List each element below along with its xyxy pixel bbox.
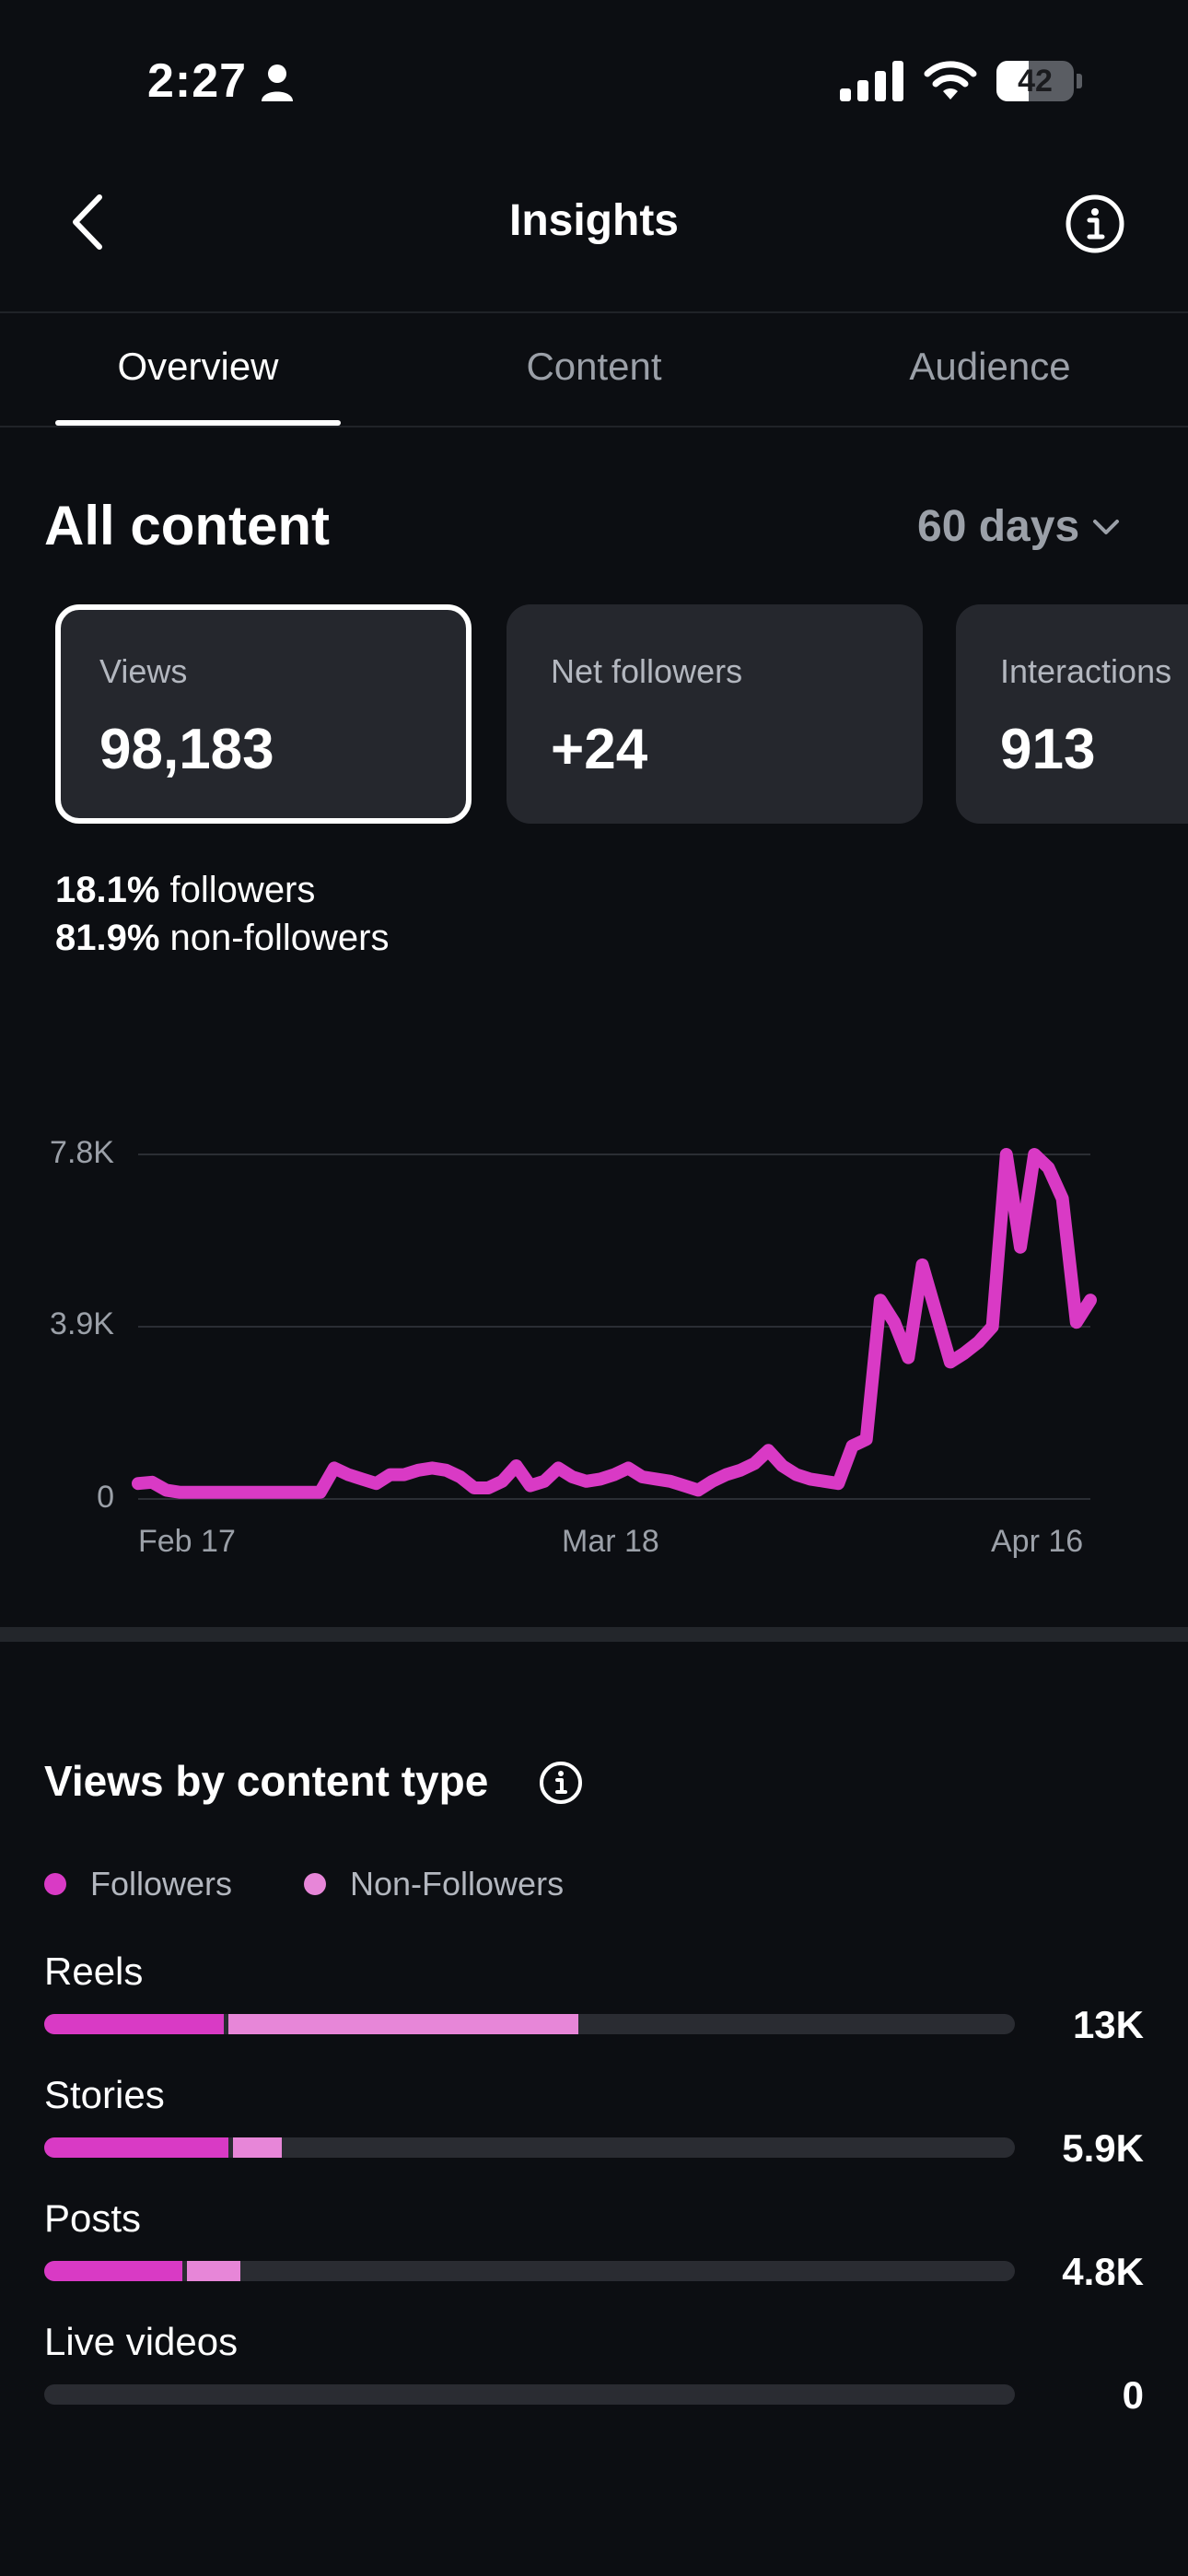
wifi-icon	[924, 61, 977, 100]
y-tick-label: 0	[97, 1480, 114, 1515]
metric-label: Net followers	[551, 652, 743, 690]
info-icon[interactable]	[538, 1760, 584, 1806]
metric-value: +24	[551, 718, 648, 781]
metric-label: Views	[99, 652, 188, 690]
content-type-label: Stories	[44, 2073, 165, 2116]
content-type-value: 13K	[1072, 2003, 1144, 2046]
non-followers-share: 81.9% non-followers	[55, 918, 389, 959]
section-divider	[0, 1627, 1188, 1642]
content-type-value: 4.8K	[1062, 2250, 1144, 2293]
signal-icon	[840, 61, 903, 101]
legend-label: Followers	[90, 1865, 233, 1903]
y-tick-label: 3.9K	[50, 1306, 114, 1341]
person-icon	[262, 64, 293, 101]
x-tick-label: Apr 16	[991, 1524, 1084, 1559]
followers-percent: 18.1%	[55, 870, 160, 910]
content-type-label: Reels	[44, 1950, 144, 1993]
x-tick-label: Mar 18	[562, 1524, 659, 1559]
header-divider	[0, 311, 1188, 313]
followers-segment	[44, 2261, 182, 2281]
metric-label: Interactions	[1000, 652, 1172, 690]
chevron-down-icon	[1093, 519, 1120, 534]
tab-active-indicator	[55, 420, 341, 426]
tab-audience[interactable]: Audience	[909, 345, 1071, 388]
non-followers-segment	[227, 2014, 578, 2034]
battery-fill	[996, 61, 1030, 101]
y-tick-label: 7.8K	[50, 1135, 114, 1170]
non-followers-segment	[186, 2261, 240, 2281]
legend-label: Non-Followers	[350, 1865, 565, 1903]
content-type-value: 5.9K	[1062, 2126, 1144, 2170]
back-icon[interactable]	[66, 192, 111, 252]
content-type-title: Views by content type	[44, 1757, 489, 1805]
non-followers-label: non-followers	[169, 918, 390, 958]
metric-card-interactions[interactable]: Interactions 913	[956, 604, 1188, 824]
content-type-bar	[44, 2014, 1015, 2034]
battery-indicator: 42	[996, 61, 1083, 101]
date-range-dropdown[interactable]: 60 days	[917, 501, 1120, 552]
followers-share: 18.1% followers	[55, 870, 315, 911]
views-line-chart	[132, 1148, 1097, 1500]
legend-non-followers: Non-Followers	[304, 1865, 564, 1903]
section-title: All content	[44, 495, 330, 556]
tab-overview[interactable]: Overview	[117, 345, 279, 388]
date-range-label: 60 days	[917, 502, 1080, 551]
battery-level: 42	[1018, 64, 1053, 99]
followers-segment	[44, 2137, 229, 2158]
metric-value: 913	[1000, 718, 1096, 781]
tab-content[interactable]: Content	[526, 345, 662, 388]
info-icon[interactable]	[1065, 193, 1125, 254]
followers-segment	[44, 2014, 224, 2034]
content-type-bar	[44, 2384, 1015, 2405]
legend-dot	[304, 1873, 326, 1895]
content-type-bar	[44, 2137, 1015, 2158]
metric-card-net-followers[interactable]: Net followers +24	[507, 604, 923, 824]
content-type-label: Posts	[44, 2196, 142, 2240]
legend-dot	[44, 1873, 66, 1895]
content-type-bar	[44, 2261, 1015, 2281]
content-type-label: Live videos	[44, 2320, 239, 2363]
metric-card-views[interactable]: Views 98,183	[55, 604, 472, 824]
metric-value: 98,183	[99, 718, 274, 781]
x-tick-label: Feb 17	[138, 1524, 236, 1559]
non-followers-percent: 81.9%	[55, 918, 160, 958]
page-title: Insights	[508, 196, 679, 245]
status-time: 2:27	[147, 54, 248, 108]
legend-followers: Followers	[44, 1865, 232, 1903]
tabs-divider	[0, 426, 1188, 427]
non-followers-segment	[233, 2137, 283, 2158]
followers-label: followers	[169, 870, 316, 910]
views-series-line	[132, 1148, 1097, 1499]
content-type-value: 0	[1122, 2373, 1144, 2417]
